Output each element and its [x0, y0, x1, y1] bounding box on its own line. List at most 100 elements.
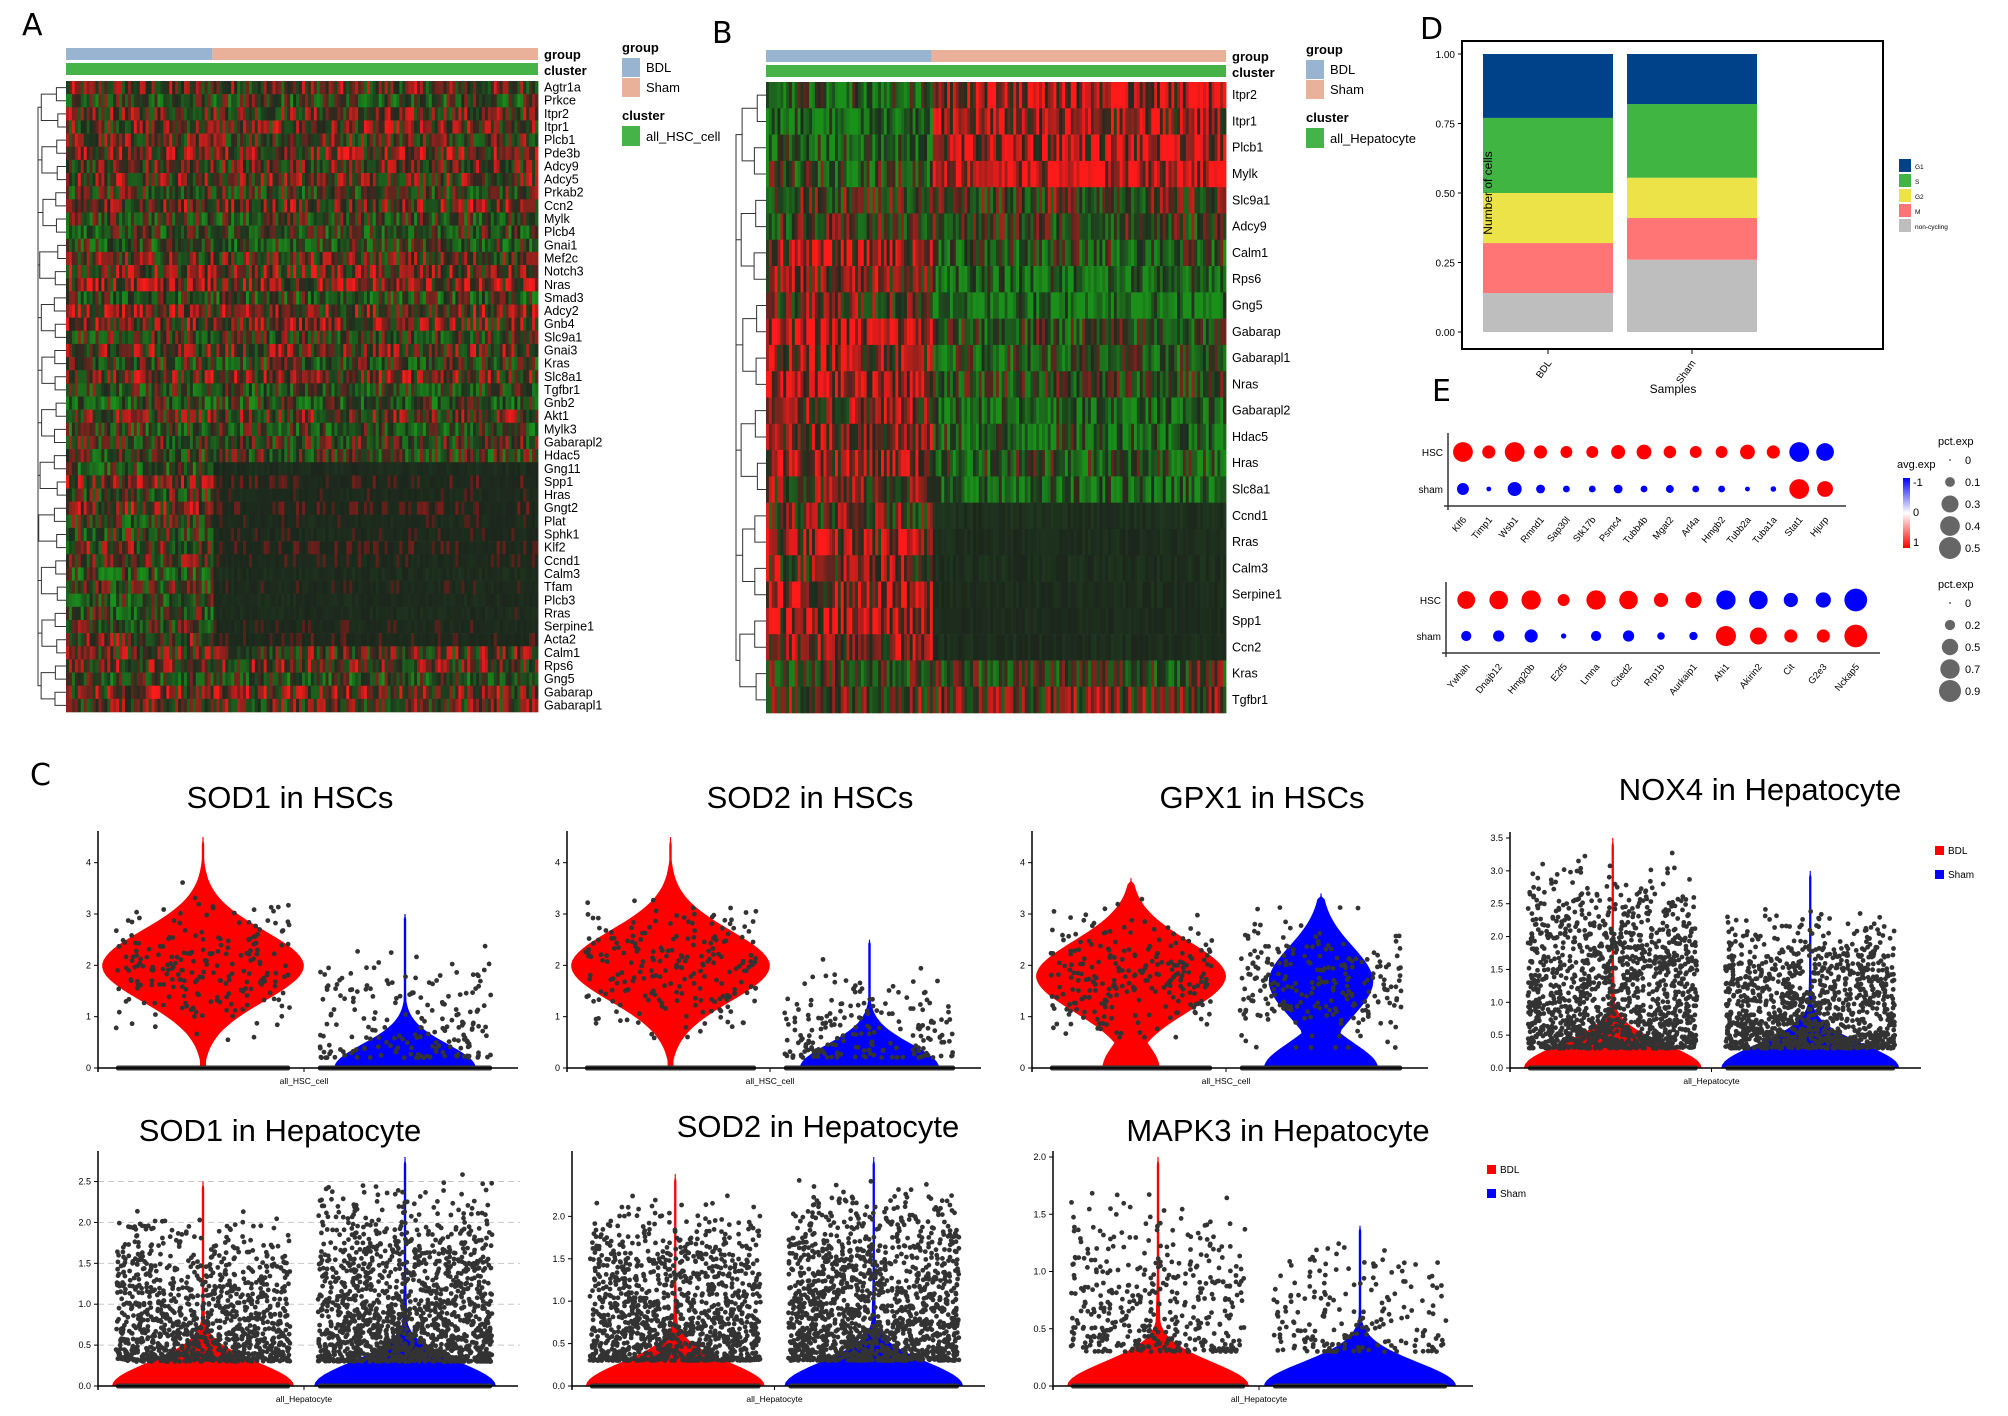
heatmap-cell: [428, 225, 433, 240]
heatmap-cell: [381, 251, 385, 266]
heatmap-cell: [532, 357, 536, 371]
heatmap-cell: [387, 370, 391, 384]
heatmap-cell: [325, 81, 329, 95]
heatmap-cell: [402, 396, 406, 410]
heatmap-cell: [110, 173, 114, 187]
heatmap-cell: [184, 409, 188, 424]
heatmap-cell: [240, 173, 244, 187]
heatmap-cell: [366, 475, 371, 489]
heatmap-cell: [449, 133, 453, 148]
heatmap-cell: [331, 199, 335, 213]
heatmap-cell: [92, 107, 96, 121]
heatmap-cell: [331, 238, 335, 253]
heatmap-cell: [328, 238, 332, 253]
heatmap-cell: [101, 449, 105, 463]
heatmap-cell: [74, 383, 79, 397]
heatmap-cell: [213, 330, 217, 345]
heatmap-cell: [458, 330, 462, 345]
heatmap-cell: [145, 173, 149, 187]
heatmap-cell: [437, 212, 442, 226]
heatmap-cell: [393, 146, 397, 161]
heatmap-cell: [493, 159, 498, 174]
heatmap-cell: [290, 238, 294, 253]
heatmap-cell: [254, 278, 259, 292]
heatmap-cell: [493, 81, 498, 95]
heatmap-cell: [464, 94, 468, 108]
heatmap-cell: [316, 146, 321, 161]
heatmap-cell: [290, 81, 294, 95]
heatmap-cell: [66, 120, 70, 134]
heatmap-cell: [307, 225, 312, 240]
heatmap-cell: [272, 475, 276, 489]
heatmap-cell: [284, 304, 288, 318]
heatmap-cell: [499, 238, 503, 253]
heatmap-cell: [201, 304, 206, 318]
heatmap-cell: [387, 133, 391, 148]
heatmap-cell: [461, 291, 465, 305]
heatmap-cell: [213, 357, 217, 371]
heatmap-cell: [95, 199, 99, 213]
heatmap-cell: [248, 265, 253, 279]
heatmap-cell: [307, 383, 312, 397]
heatmap-cell: [414, 173, 418, 187]
heatmap-cell: [192, 146, 197, 161]
heatmap-cell: [95, 146, 99, 161]
heatmap-cell: [296, 330, 300, 345]
heatmap-cell: [319, 212, 324, 226]
heatmap-cell: [490, 251, 495, 266]
heatmap-cell: [319, 422, 324, 437]
heatmap-cell: [481, 475, 486, 489]
heatmap-cell: [461, 199, 465, 213]
heatmap-cell: [299, 435, 303, 450]
heatmap-cell: [393, 409, 397, 424]
heatmap-cell: [181, 159, 185, 174]
heatmap-cell: [130, 173, 135, 187]
heatmap-cell: [381, 462, 385, 476]
heatmap-cell: [113, 146, 117, 161]
heatmap-cell: [160, 449, 164, 463]
heatmap-cell: [319, 173, 324, 187]
heatmap-cell: [107, 449, 111, 463]
heatmap-cell: [322, 278, 326, 292]
heatmap-cell: [455, 370, 459, 384]
heatmap-cell: [293, 212, 297, 226]
heatmap-cell: [92, 475, 96, 489]
heatmap-cell: [484, 449, 489, 463]
heatmap-cell: [476, 133, 480, 148]
heatmap-cell: [145, 462, 149, 476]
heatmap-cell: [284, 330, 288, 345]
heatmap-cell: [449, 462, 453, 476]
heatmap-cell: [532, 146, 536, 161]
heatmap-cell: [139, 317, 144, 332]
heatmap-cell: [293, 238, 297, 253]
heatmap-cell: [181, 357, 185, 371]
heatmap-cell: [316, 107, 321, 121]
heatmap-cell: [136, 291, 141, 305]
heatmap-cell: [139, 488, 144, 502]
heatmap-cell: [443, 212, 447, 226]
heatmap-cell: [260, 291, 265, 305]
heatmap-cell: [399, 330, 403, 345]
heatmap-cell: [420, 225, 424, 240]
heatmap-cell: [243, 278, 247, 292]
heatmap-cell: [464, 173, 468, 187]
heatmap-cell: [473, 94, 477, 108]
heatmap-cell: [369, 251, 374, 266]
heatmap-cell: [299, 159, 303, 174]
heatmap-cell: [77, 488, 82, 502]
heatmap-cell: [517, 475, 521, 489]
heatmap-cell: [496, 120, 501, 134]
heatmap-cell: [393, 238, 397, 253]
heatmap-cell: [195, 238, 200, 253]
heatmap-cell: [369, 199, 374, 213]
heatmap-cell: [74, 212, 79, 226]
heatmap-cell: [275, 278, 279, 292]
heatmap-cell: [204, 159, 208, 174]
heatmap-cell: [523, 120, 527, 134]
heatmap-cell: [175, 186, 179, 200]
heatmap-cell: [216, 278, 220, 292]
heatmap-cell: [98, 330, 102, 345]
heatmap-cell: [505, 173, 509, 187]
heatmap-cell: [260, 146, 265, 161]
heatmap-cell: [172, 291, 176, 305]
